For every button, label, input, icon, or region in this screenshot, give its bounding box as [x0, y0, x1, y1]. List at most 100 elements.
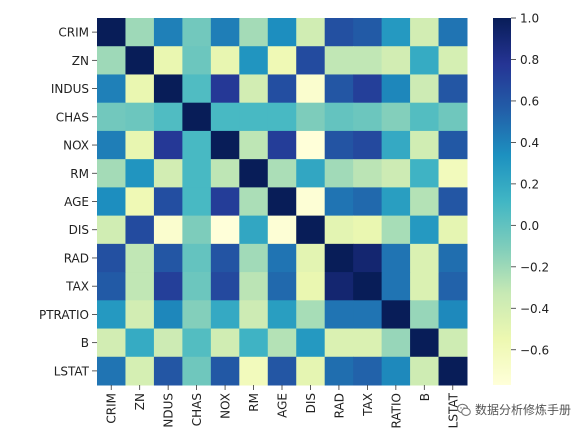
- heatmap-cell-crim-zn: [125, 18, 155, 47]
- heatmap-cell-ptratio-lstat: [438, 300, 468, 330]
- heatmap-cell-dis-b: [410, 215, 440, 245]
- watermark: 数据分析修炼手册: [456, 401, 571, 418]
- heatmap-cell-nox-b: [410, 130, 440, 160]
- heatmap-cell-tax-lstat: [438, 272, 468, 301]
- heatmap-cell-chas-crim: [97, 102, 126, 132]
- heatmap-cell-b-lstat: [438, 328, 468, 358]
- x-tick-label: LSTAT: [446, 392, 460, 428]
- colorbar-tick-label: 1.0: [520, 12, 539, 26]
- heatmap-cell-ptratio-b: [410, 300, 440, 330]
- heatmap-cell-indus-b: [410, 74, 440, 104]
- heatmap-cell-age-tax: [353, 187, 383, 217]
- wechat-icon: [456, 403, 471, 416]
- heatmap-cell-zn-b: [410, 46, 440, 75]
- heatmap-cells: [97, 18, 468, 386]
- heatmap-cell-nox-rm: [239, 130, 269, 160]
- heatmap-cell-crim-nox: [210, 18, 240, 47]
- heatmap-cell-crim-rad: [324, 18, 354, 47]
- heatmap-cell-nox-chas: [182, 130, 212, 160]
- x-tick-label: ZN: [133, 393, 147, 410]
- heatmap-cell-rad-lstat: [438, 243, 468, 273]
- heatmap-cell-crim-tax: [353, 18, 383, 47]
- heatmap-cell-age-crim: [97, 187, 126, 217]
- colorbar: [493, 18, 511, 385]
- heatmap-cell-nox-rad: [324, 130, 354, 160]
- heatmap-cell-zn-dis: [296, 46, 326, 75]
- heatmap-cell-tax-chas: [182, 272, 212, 301]
- heatmap-cell-rad-rm: [239, 243, 269, 273]
- heatmap-cell-nox-dis: [296, 130, 326, 160]
- colorbar-tick-label: 0.6: [520, 94, 539, 108]
- heatmap-cell-indus-lstat: [438, 74, 468, 104]
- y-tick-label: PTRATIO: [39, 308, 89, 322]
- heatmap-cell-dis-crim: [97, 215, 126, 245]
- heatmap-cell-rm-b: [410, 159, 440, 188]
- heatmap-cell-chas-rm: [239, 102, 269, 132]
- heatmap-cell-age-lstat: [438, 187, 468, 217]
- heatmap-cell-rad-indus: [153, 243, 183, 273]
- heatmap-cell-chas-tax: [353, 102, 383, 132]
- x-tick-label: NDUS: [162, 393, 176, 428]
- x-tick-label: B: [418, 393, 432, 401]
- heatmap-cell-dis-ptratio: [381, 215, 411, 245]
- heatmap-cell-nox-lstat: [438, 130, 468, 160]
- heatmap-cell-rm-indus: [153, 159, 183, 188]
- heatmap-cell-dis-zn: [125, 215, 155, 245]
- heatmap-cell-nox-crim: [97, 130, 126, 160]
- heatmap-cell-tax-nox: [210, 272, 240, 301]
- heatmap-cell-zn-rad: [324, 46, 354, 75]
- x-tick-label: CRIM: [105, 393, 119, 424]
- heatmap-cell-zn-chas: [182, 46, 212, 75]
- heatmap-cell-nox-zn: [125, 130, 155, 160]
- heatmap-cell-nox-age: [267, 130, 297, 160]
- colorbar-ticks: 1.0 0.8 0.6 0.4 0.2 0.0 −0.2 −0.4 −0.6: [511, 12, 549, 357]
- heatmap-cell-ptratio-chas: [182, 300, 212, 330]
- heatmap-cell-crim-dis: [296, 18, 326, 47]
- heatmap-cell-age-rad: [324, 187, 354, 217]
- heatmap-cell-crim-ptratio: [381, 18, 411, 47]
- heatmap-cell-lstat-crim: [97, 356, 126, 386]
- heatmap-cell-b-zn: [125, 328, 155, 358]
- colorbar-tick-label: 0.4: [520, 136, 539, 150]
- heatmap-cell-indus-nox: [210, 74, 240, 104]
- heatmap-cell-zn-age: [267, 46, 297, 75]
- heatmap-cell-rm-rad: [324, 159, 354, 188]
- heatmap-cell-rm-age: [267, 159, 297, 188]
- heatmap-cell-zn-tax: [353, 46, 383, 75]
- watermark-text: 数据分析修炼手册: [474, 403, 571, 417]
- y-tick-label: DIS: [69, 223, 89, 237]
- heatmap-cell-age-b: [410, 187, 440, 217]
- heatmap-cell-tax-tax: [353, 272, 383, 301]
- heatmap-cell-ptratio-age: [267, 300, 297, 330]
- heatmap-cell-indus-crim: [97, 74, 126, 104]
- heatmap-cell-b-indus: [153, 328, 183, 358]
- heatmap-cell-rm-chas: [182, 159, 212, 188]
- x-tick-label: NOX: [219, 393, 233, 419]
- heatmap-cell-rad-rad: [324, 243, 354, 273]
- heatmap-cell-zn-rm: [239, 46, 269, 75]
- x-tick-label: RAD: [332, 393, 346, 418]
- heatmap-cell-lstat-chas: [182, 356, 212, 386]
- heatmap-cell-age-ptratio: [381, 187, 411, 217]
- heatmap-cell-chas-rad: [324, 102, 354, 132]
- heatmap-cell-lstat-age: [267, 356, 297, 386]
- heatmap-cell-nox-tax: [353, 130, 383, 160]
- heatmap-cell-ptratio-nox: [210, 300, 240, 330]
- x-tick-label: DIS: [304, 393, 318, 413]
- heatmap-cell-indus-dis: [296, 74, 326, 104]
- heatmap-cell-indus-zn: [125, 74, 155, 104]
- heatmap-cell-tax-dis: [296, 272, 326, 301]
- heatmap-cell-rad-chas: [182, 243, 212, 273]
- heatmap-cell-indus-chas: [182, 74, 212, 104]
- heatmap-cell-indus-ptratio: [381, 74, 411, 104]
- heatmap-cell-crim-lstat: [438, 18, 468, 47]
- y-tick-label: RM: [70, 167, 89, 181]
- heatmap-cell-chas-lstat: [438, 102, 468, 132]
- heatmap-cell-tax-crim: [97, 272, 126, 301]
- heatmap-cell-b-b: [410, 328, 440, 358]
- heatmap-cell-dis-rad: [324, 215, 354, 245]
- heatmap-cell-age-chas: [182, 187, 212, 217]
- heatmap-cell-b-ptratio: [381, 328, 411, 358]
- y-tick-label: NOX: [63, 139, 89, 153]
- heatmap-cell-chas-nox: [210, 102, 240, 132]
